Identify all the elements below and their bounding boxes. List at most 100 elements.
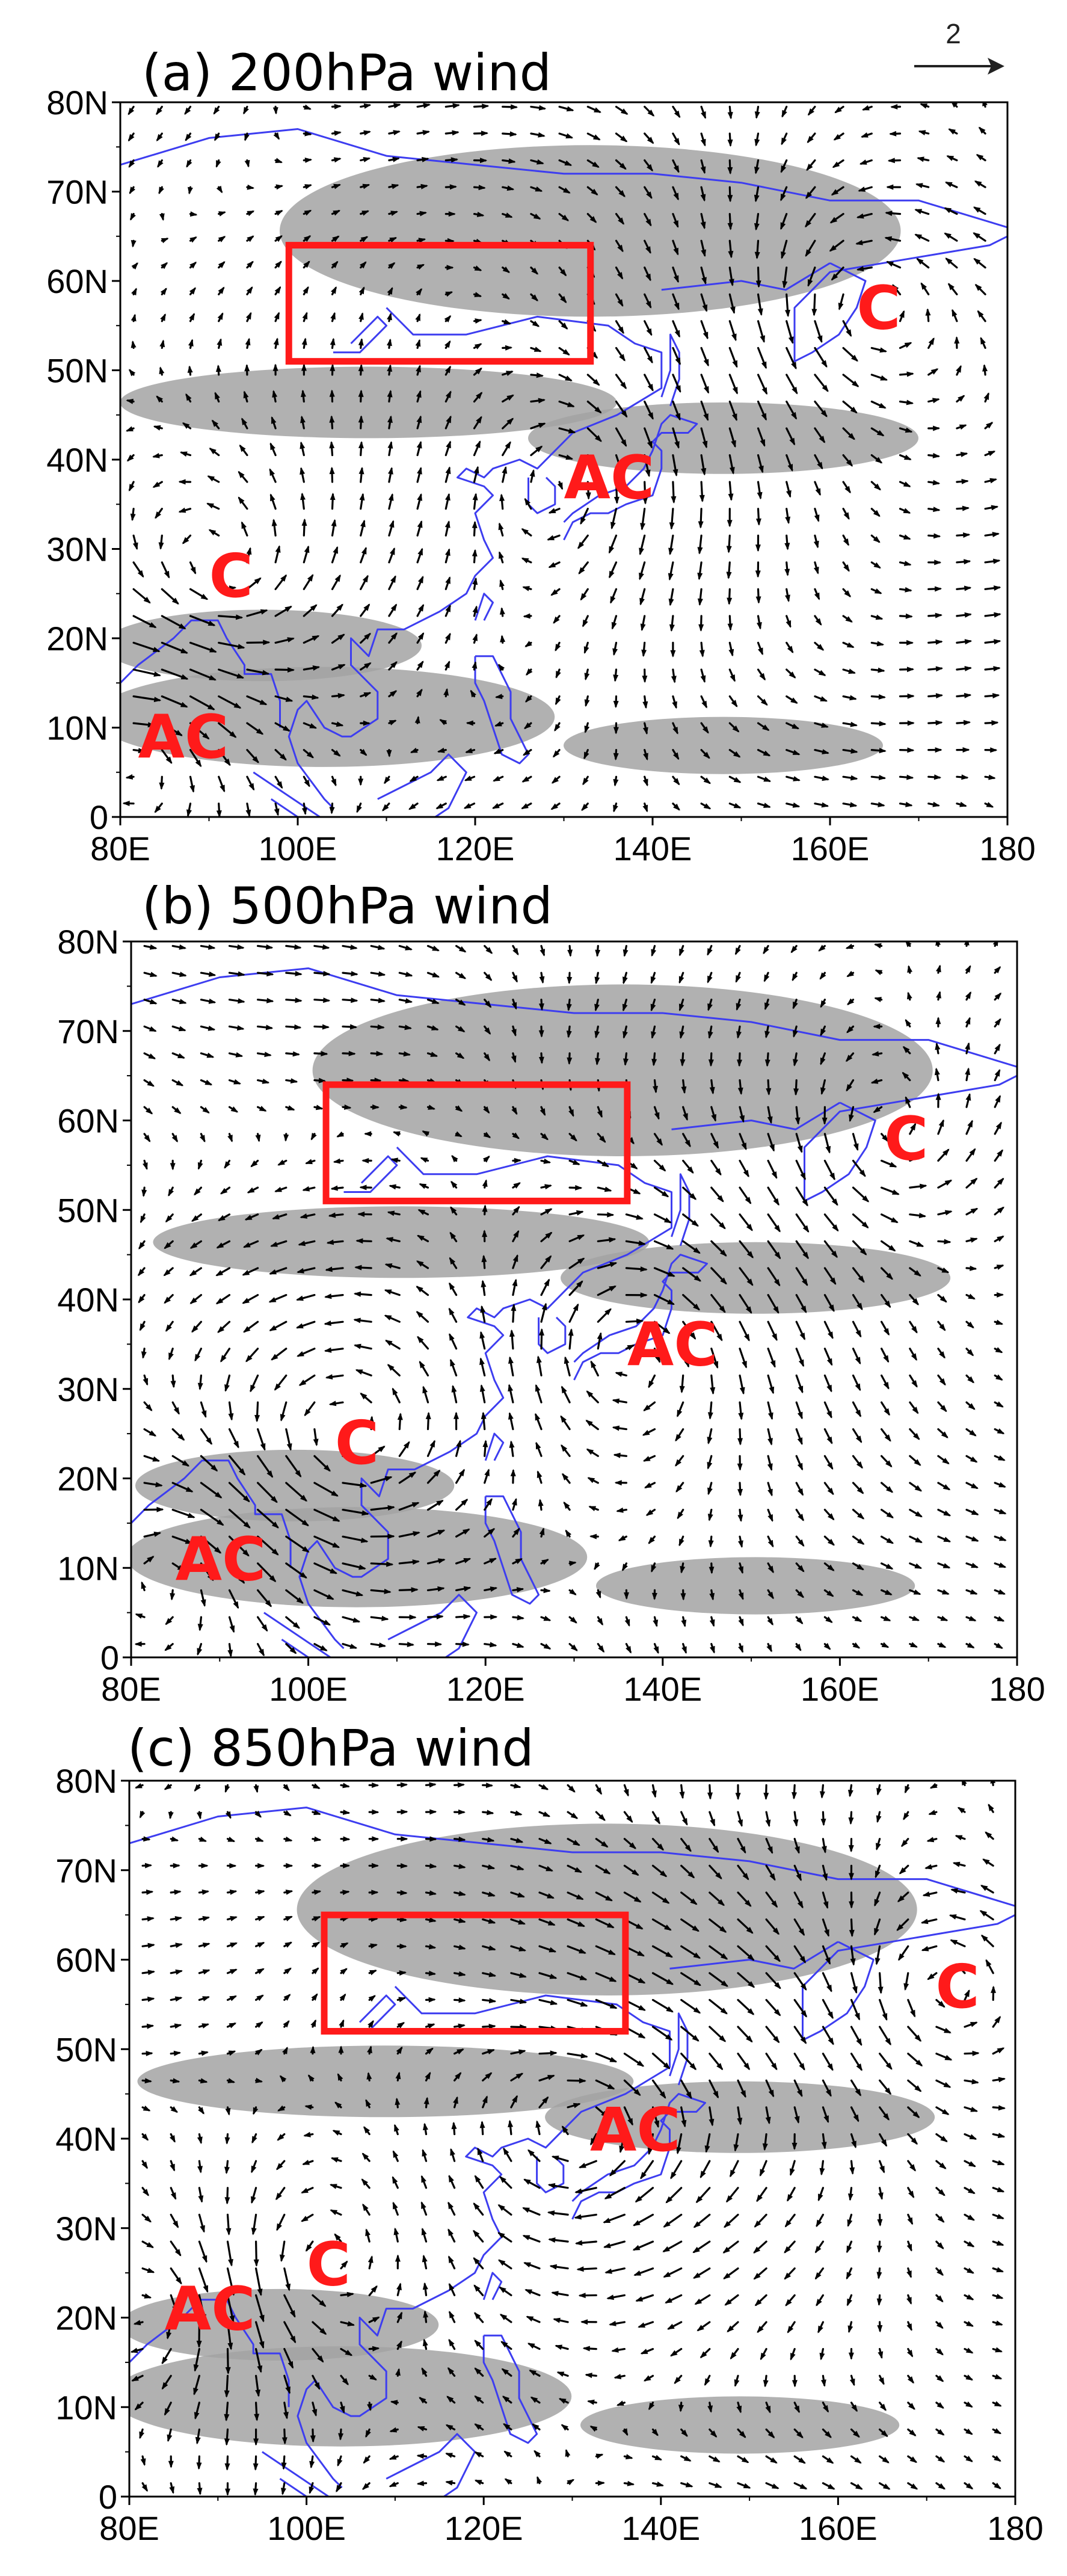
wind-vector-head (853, 2114, 859, 2122)
wind-vector-head (827, 1462, 834, 1470)
wind-vector-head (271, 1354, 278, 1361)
wind-vector-head (224, 1161, 230, 1169)
wind-vector-head (170, 2163, 175, 2172)
wind-vector-head (270, 493, 275, 502)
wind-vector-head (384, 777, 390, 784)
wind-vector-head (913, 1433, 920, 1440)
wind-vector-head (265, 1600, 272, 1607)
wind-vector-head (771, 2483, 779, 2489)
wind-vector-head (638, 2004, 646, 2011)
wind-vector-head (939, 1323, 946, 1331)
wind-vector-head (687, 1871, 695, 1879)
panel-title-a: (a) 200hPa wind (142, 43, 552, 102)
wind-vector-head (390, 2400, 398, 2406)
wind-vector-head (384, 1289, 392, 1295)
wind-vector-head (569, 1561, 577, 1567)
wind-vector-head (458, 1836, 466, 1842)
wind-vector-head (872, 1051, 879, 1057)
wind-vector-head (202, 1915, 211, 1921)
wind-vector-head (739, 1387, 745, 1395)
lat-tick-label: 50N (46, 352, 108, 390)
wind-vector-head (603, 2217, 611, 2223)
wind-vector-head (535, 1384, 541, 1392)
wind-vector-head (285, 697, 294, 702)
wind-vector-head (411, 1587, 419, 1593)
wind-vector-head (393, 1131, 401, 1137)
wind-vector-head (793, 776, 801, 781)
wind-vector-head (416, 390, 422, 398)
wind-vector-head (364, 632, 371, 640)
wind-vector-head (176, 2277, 182, 2285)
wind-vector-head (366, 2072, 372, 2080)
wind-vectors-b (134, 941, 1007, 1657)
wind-vector-head (991, 505, 999, 511)
wind-vector-head (338, 2045, 344, 2053)
shaded-area (528, 402, 918, 474)
wind-vector-head (389, 2454, 397, 2460)
wind-vector-head (260, 1443, 266, 1451)
wind-vector-head (458, 2023, 466, 2029)
wind-vector-head (922, 1891, 930, 1897)
wind-vector-head (826, 1384, 832, 1393)
wind-vector-head (620, 135, 628, 143)
wind-vector-head (331, 286, 337, 294)
wind-vector-head (855, 1383, 861, 1391)
wind-vector-head (358, 1564, 366, 1570)
wind-vector-head (218, 1215, 226, 1221)
wind-vector-head (272, 1214, 280, 1219)
wind-vector-head (463, 1529, 470, 1535)
wind-vector-head (971, 1536, 979, 1542)
wind-vector-head (719, 1305, 726, 1313)
wind-vector-head (284, 606, 292, 612)
wind-vector-head (653, 1646, 659, 1654)
wind-vector-head (937, 2456, 946, 2463)
wind-vector-head (563, 187, 571, 194)
wind-vector-head (613, 496, 620, 504)
wind-vector-head (529, 469, 535, 477)
wind-vector-head (942, 1458, 950, 1464)
wind-vector-head (964, 585, 972, 591)
wind-vector-head (204, 1079, 213, 1085)
wind-vector-head (284, 1941, 292, 1948)
wind-vector-head (387, 1210, 395, 1216)
wind-vector-head (849, 2378, 855, 2386)
wind-vector-head (774, 1251, 781, 1260)
wind-vector-head (997, 1177, 1004, 1185)
wind-vector-head (202, 1969, 211, 1975)
shaded-area (137, 2045, 634, 2118)
wind-vector-head (311, 1993, 318, 2001)
wind-vector-head (342, 1890, 350, 1896)
wind-vector-head (329, 441, 335, 449)
wind-vector-head (998, 1482, 1006, 1488)
wind-vector-head (189, 236, 197, 243)
wind-vector-head (175, 730, 183, 736)
wind-vector-head (519, 1973, 527, 1978)
wind-vector-head (247, 260, 254, 268)
wind-vector-head (266, 971, 274, 977)
wind-vector-head (174, 1996, 183, 2002)
wind-vector-head (568, 1109, 574, 1117)
wind-vector-head (521, 776, 529, 783)
wind-vector-head (324, 1293, 332, 1299)
wind-vector-head (592, 378, 600, 386)
wind-vector-head (965, 2347, 974, 2353)
wind-vector-head (672, 701, 677, 709)
wind-vector-head (885, 2038, 891, 2046)
wind-vector-head (646, 328, 652, 336)
wind-vector-head (458, 1468, 465, 1477)
wind-vector-head (964, 692, 972, 698)
wind-vector-head (362, 575, 369, 583)
wind-vector-head (488, 1998, 497, 2004)
wind-vector-head (994, 2374, 1003, 2379)
wind-vector-head (796, 1873, 802, 1881)
wind-vector-head (171, 1836, 179, 1842)
wind-vector-head (668, 598, 674, 606)
coastline (297, 1986, 671, 2489)
wind-vector-head (303, 2131, 311, 2137)
wind-vector-head (323, 970, 331, 976)
wind-vector-head (503, 2147, 509, 2155)
wind-vector-head (428, 1970, 437, 1976)
wind-vector-head (702, 440, 708, 449)
wind-vector-head (663, 2221, 671, 2228)
wind-vector-head (666, 1979, 674, 1985)
